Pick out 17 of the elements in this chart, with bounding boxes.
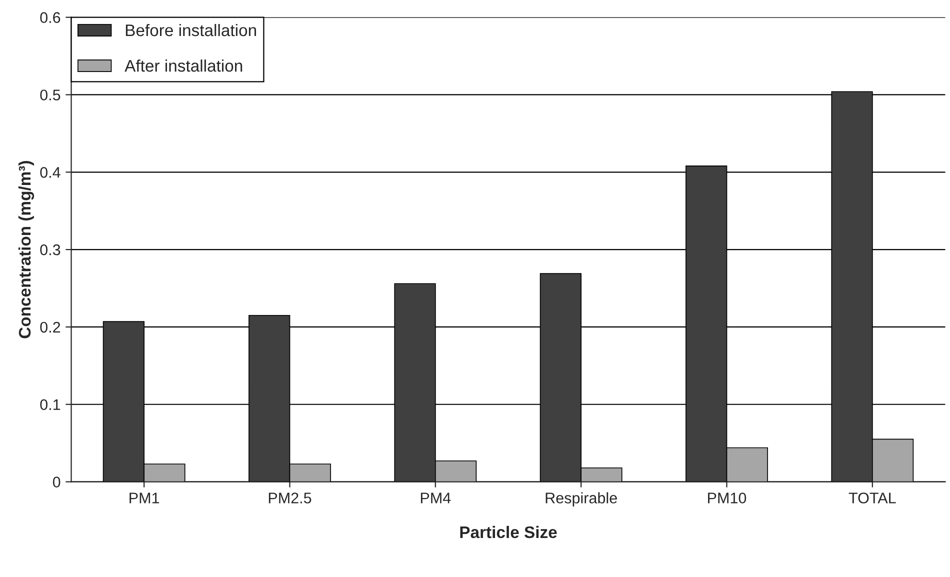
y-tick-label: 0.2 [40,322,60,333]
y-tick-label: 0.1 [40,399,60,410]
y-tick-label: 0 [52,476,60,488]
x-tick-label: Respirable [546,492,617,506]
y-tick-label: 0.4 [40,167,60,178]
x-tick-label: PM1 [130,492,160,504]
y-tick-label: 0.3 [40,244,60,256]
y-tick-label: 0.6 [40,12,60,23]
x-axis-title: Particle Size [460,526,557,538]
legend-label: After installation [124,60,242,72]
x-tick-label: PM2.5 [268,492,312,504]
x-tick-label: PM4 [420,492,451,504]
x-tick-label: PM10 [708,492,746,504]
y-axis-title: Concentration (mg/m³) [18,161,34,338]
x-tick-label: TOTAL [848,492,896,504]
legend-label: Before installation [126,24,256,36]
y-tick-label: 0.5 [40,90,60,100]
